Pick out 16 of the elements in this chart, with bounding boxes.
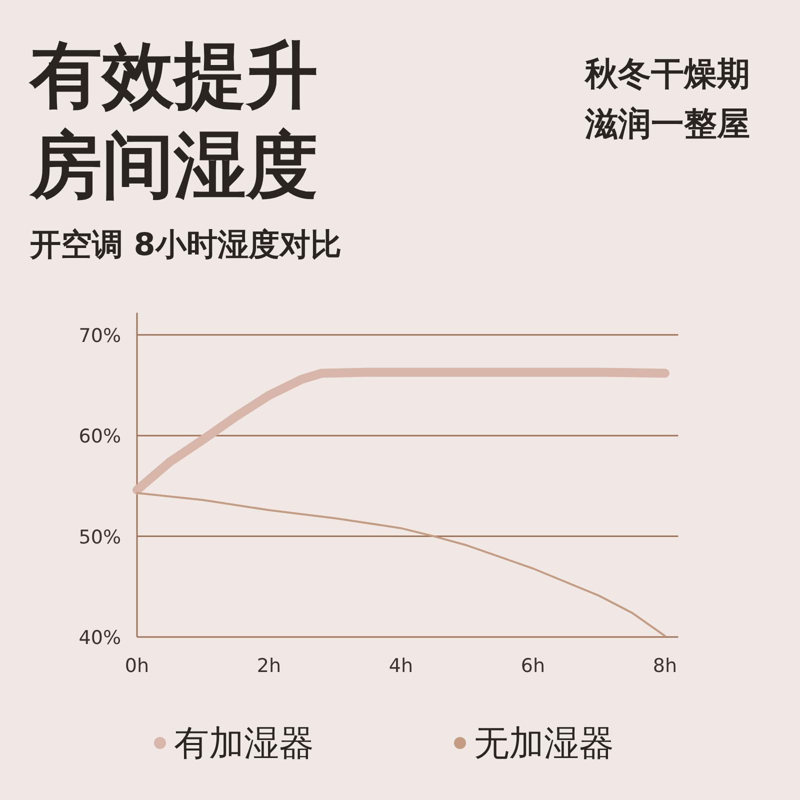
x-tick-label: 6h	[520, 655, 546, 677]
y-tick-label: 50%	[78, 526, 121, 548]
x-tick-label: 2h	[256, 655, 282, 677]
y-tick-label: 60%	[78, 426, 121, 448]
y-tick-label: 70%	[78, 324, 121, 347]
x-tick-label: 8h	[652, 655, 678, 677]
text: 滋润一整屋	[584, 104, 750, 143]
x-tick-label: 4h	[388, 655, 414, 677]
x-tick-label: 0h	[124, 655, 150, 677]
y-tick-label: 40%	[78, 627, 121, 649]
legend-label: 有加湿器	[174, 724, 314, 764]
legend-label: 无加湿器	[474, 724, 614, 764]
title: 有效提升	[30, 33, 318, 117]
title: 房间湿度	[30, 123, 318, 207]
text: 秋冬干燥期	[584, 54, 750, 93]
chart-subtitle: 开空调 8小时湿度对比	[29, 227, 342, 263]
